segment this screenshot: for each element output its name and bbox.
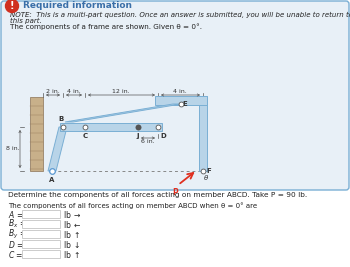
Text: Required information: Required information [23,2,132,10]
Text: lb $\downarrow$: lb $\downarrow$ [63,238,81,249]
Text: A: A [49,177,55,183]
Text: C: C [83,133,88,139]
Text: 4 in.: 4 in. [173,89,187,94]
Text: NOTE:  This is a multi-part question. Once an answer is submitted, you will be u: NOTE: This is a multi-part question. Onc… [10,12,350,18]
FancyBboxPatch shape [22,230,60,238]
Text: 6 in.: 6 in. [141,139,155,144]
Text: B: B [58,116,64,122]
Text: lb $\leftarrow$: lb $\leftarrow$ [63,218,82,230]
Text: lb $\uparrow$: lb $\uparrow$ [63,229,81,239]
Text: 4 in.: 4 in. [67,89,81,94]
Text: 8 in.: 8 in. [6,147,20,151]
FancyBboxPatch shape [22,210,60,218]
Text: this part.: this part. [10,18,42,24]
FancyBboxPatch shape [22,250,60,258]
Text: $A$ =: $A$ = [8,209,23,219]
Polygon shape [60,123,162,131]
Text: P: P [172,188,178,197]
Text: $B_y$ =: $B_y$ = [8,227,27,241]
Text: $D$ =: $D$ = [8,238,24,249]
Bar [155,96,207,105]
Text: D: D [160,133,166,139]
Text: J: J [137,133,139,139]
FancyBboxPatch shape [1,1,349,190]
Text: $\theta$: $\theta$ [203,172,209,182]
Text: Determine the components of all forces acting on member ABCD. Take P = 90 lb.: Determine the components of all forces a… [8,192,307,198]
Text: The components of a frame are shown. Given θ = 0°.: The components of a frame are shown. Giv… [10,24,202,30]
Text: lb $\rightarrow$: lb $\rightarrow$ [63,209,82,219]
Text: $B_x$ =: $B_x$ = [8,218,27,230]
Polygon shape [199,96,207,171]
Polygon shape [65,104,181,122]
Text: lb $\uparrow$: lb $\uparrow$ [63,249,81,260]
Text: $C$ =: $C$ = [8,249,23,260]
Circle shape [6,0,19,13]
Polygon shape [48,127,67,171]
Text: !: ! [10,1,14,11]
Text: E: E [182,101,187,107]
Text: The components of all forces acting on member ABCD when θ = 0° are: The components of all forces acting on m… [8,203,257,209]
FancyBboxPatch shape [22,220,60,228]
FancyBboxPatch shape [22,240,60,248]
Text: F: F [206,168,211,174]
Text: 2 in.: 2 in. [46,89,60,94]
Text: 12 in.: 12 in. [112,89,130,94]
Bar [30,97,43,171]
